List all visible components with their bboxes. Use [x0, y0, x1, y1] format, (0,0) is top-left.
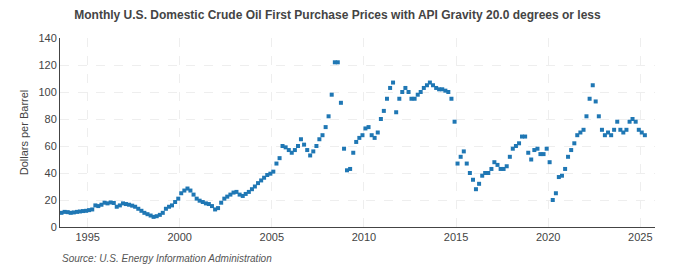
- svg-text:2025: 2025: [628, 231, 652, 243]
- svg-text:100: 100: [38, 86, 56, 98]
- svg-text:2015: 2015: [444, 231, 468, 243]
- svg-text:Monthly U.S. Domestic Crude Oi: Monthly U.S. Domestic Crude Oil First Pu…: [74, 8, 601, 22]
- svg-text:20: 20: [45, 194, 57, 206]
- svg-text:2000: 2000: [167, 231, 191, 243]
- svg-text:1995: 1995: [75, 231, 99, 243]
- svg-text:140: 140: [38, 32, 56, 44]
- svg-text:2010: 2010: [352, 231, 376, 243]
- svg-text:80: 80: [45, 113, 57, 125]
- svg-text:40: 40: [45, 167, 57, 179]
- svg-text:0: 0: [51, 221, 57, 233]
- svg-text:Source: U.S. Energy Informatio: Source: U.S. Energy Information Administ…: [62, 253, 272, 264]
- svg-text:2005: 2005: [260, 231, 284, 243]
- svg-text:120: 120: [38, 59, 56, 71]
- svg-text:Dollars per Barrel: Dollars per Barrel: [18, 90, 30, 176]
- svg-text:60: 60: [45, 140, 57, 152]
- svg-text:2020: 2020: [536, 231, 560, 243]
